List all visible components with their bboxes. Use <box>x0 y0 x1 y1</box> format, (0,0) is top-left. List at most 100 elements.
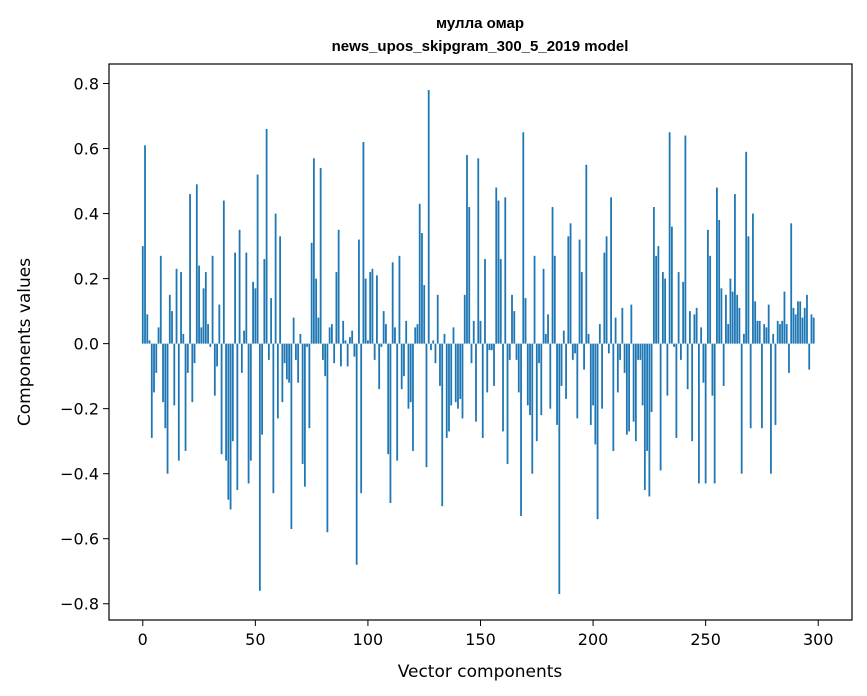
bar <box>551 207 554 344</box>
bar <box>448 343 450 432</box>
bar <box>155 343 158 373</box>
bar <box>398 255 401 344</box>
bar <box>808 343 811 370</box>
bar <box>641 343 644 406</box>
bar <box>499 259 502 344</box>
bar <box>281 343 284 403</box>
bar <box>722 343 725 386</box>
bar <box>249 343 252 461</box>
bar <box>231 343 234 442</box>
bar <box>716 187 718 344</box>
bar <box>414 327 417 344</box>
bar <box>686 343 689 390</box>
bar <box>407 343 410 409</box>
bar <box>540 343 543 416</box>
bar <box>698 343 700 484</box>
bar <box>450 343 453 406</box>
bar <box>360 343 363 494</box>
bar <box>308 343 311 429</box>
bar <box>657 246 660 344</box>
bar <box>747 236 750 344</box>
bar <box>423 285 426 344</box>
bar <box>175 268 178 344</box>
bar <box>493 343 495 386</box>
bar <box>346 343 349 367</box>
bar <box>740 343 743 474</box>
bar <box>628 343 630 432</box>
bar <box>403 343 405 377</box>
bar <box>585 164 588 344</box>
bars-group <box>141 90 815 594</box>
bar <box>391 262 394 344</box>
bar <box>774 343 777 425</box>
bar <box>495 187 498 344</box>
y-tick-label: 0.6 <box>74 140 99 159</box>
bar <box>580 272 583 344</box>
y-tick-label: 0.0 <box>74 335 99 354</box>
y-axis-ticks: −0.8 −0.6 −0.4 −0.2 0.0 0.2 0.4 0.6 0.8 <box>60 75 109 614</box>
y-tick-label: −0.6 <box>60 530 99 549</box>
bar <box>256 174 259 344</box>
bar <box>337 229 340 344</box>
bar <box>475 343 477 422</box>
bar <box>664 278 667 344</box>
bar <box>218 304 221 344</box>
bar <box>333 343 336 364</box>
bar <box>270 298 273 344</box>
x-tick-label: 150 <box>465 630 496 649</box>
bar <box>452 327 455 344</box>
bar <box>441 343 444 507</box>
bar <box>603 252 606 344</box>
bar <box>180 272 182 344</box>
bar <box>227 343 230 500</box>
x-tick-label: 0 <box>138 630 148 649</box>
bar <box>666 343 669 396</box>
bar <box>342 320 345 344</box>
bar <box>425 343 428 468</box>
bar <box>544 333 547 344</box>
bar <box>385 324 387 344</box>
bar <box>542 268 545 344</box>
bar <box>655 255 658 344</box>
plot-frame <box>108 63 853 621</box>
bar <box>434 343 437 364</box>
bar <box>526 343 529 406</box>
bar <box>272 343 275 494</box>
bar <box>162 343 164 403</box>
bar <box>619 343 621 360</box>
bar <box>688 311 691 344</box>
bar <box>621 307 624 344</box>
bar <box>288 343 291 383</box>
bar <box>198 265 200 344</box>
bar <box>634 343 637 442</box>
bar <box>310 242 313 344</box>
bar <box>389 343 392 503</box>
bar <box>535 343 538 442</box>
bar <box>439 343 441 386</box>
bar <box>430 343 432 351</box>
bar <box>254 288 257 344</box>
bar <box>409 343 412 403</box>
bar <box>659 343 662 471</box>
bar <box>637 343 640 360</box>
bar <box>461 343 464 419</box>
bar <box>625 343 628 435</box>
bar <box>484 259 486 344</box>
bar <box>763 324 766 344</box>
bar <box>150 343 153 438</box>
bar <box>695 307 698 344</box>
bar <box>801 317 804 344</box>
bar <box>598 324 601 344</box>
bar <box>736 294 739 344</box>
bar <box>806 294 808 344</box>
bar <box>661 272 664 344</box>
bar <box>709 255 712 344</box>
bar <box>454 343 457 403</box>
bar <box>743 333 745 344</box>
bar <box>504 197 507 344</box>
bar <box>405 320 408 344</box>
bar <box>630 304 633 344</box>
bar <box>776 320 779 344</box>
bar <box>589 343 592 425</box>
